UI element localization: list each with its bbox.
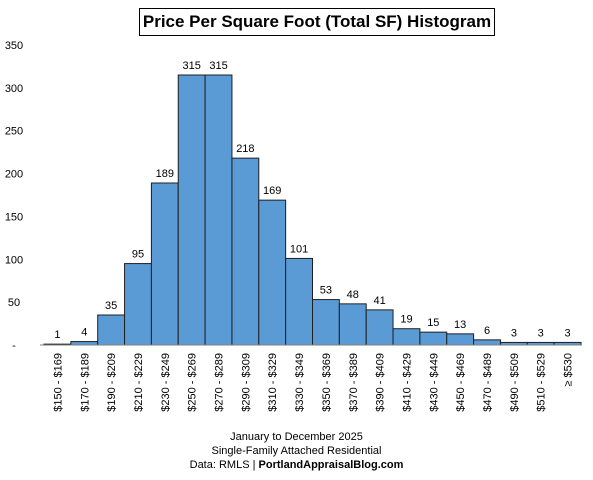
bar [231,157,260,346]
data-label: 315 [209,60,227,72]
x-tick-label: $310 - $329 [267,353,279,412]
x-tick-label: $350 - $369 [321,353,333,412]
bar [365,309,394,346]
bar [150,182,179,346]
bar [312,299,340,346]
footer-source: Data: RMLS | PortlandAppraisalBlog.com [0,458,593,472]
data-label: 41 [374,295,386,307]
x-tick-label: $470 - $489 [482,353,494,412]
x-tick-label: $250 - $269 [187,353,199,412]
data-label: 3 [538,327,544,339]
x-tick-label: $510 - $529 [536,353,548,412]
data-label: 95 [132,249,144,261]
bar [204,74,233,346]
x-tick-label: $430 - $449 [428,353,440,412]
bar [70,341,99,346]
bar [177,74,206,346]
data-label: 3 [565,327,571,339]
y-tick-label: 100 [5,254,23,266]
y-tick-label: 150 [5,211,23,223]
y-tick-label: 300 [5,83,23,95]
bar [338,303,367,346]
data-label: 3 [511,327,517,339]
data-label: 48 [347,289,359,301]
data-label: 6 [484,325,490,337]
bar [473,339,501,346]
footer-source-prefix: Data: RMLS | [189,459,259,471]
x-tick-label: $170 - $189 [79,353,91,412]
x-tick-label: $270 - $289 [214,353,226,412]
data-label: 35 [105,300,117,312]
data-label: 169 [263,185,281,197]
x-tick-label: $330 - $349 [294,353,306,412]
y-tick-label: 50 [8,297,20,309]
data-label: 19 [400,314,412,326]
data-label: 1 [54,329,60,341]
y-tick-label: 250 [5,126,23,138]
footer-site-link: PortlandAppraisalBlog.com [258,459,404,471]
bar [392,328,421,346]
bar [419,331,448,346]
bar [97,314,126,346]
y-tick-label: - [12,340,16,352]
x-tick-label: $190 - $209 [106,353,118,412]
footer-date-range: January to December 2025 [230,431,363,443]
bar [124,263,152,346]
bar [285,257,313,346]
bar [258,199,287,346]
x-tick-label: $490 - $509 [509,353,521,412]
histogram-chart: - 50 100 150 200 250 300 350 1 $150 - $169 4 $170 -… [5,40,582,412]
x-tick-label: $370 - $389 [348,353,360,412]
data-label: 218 [236,143,254,155]
y-tick-label: 200 [5,169,23,181]
x-tick-label: ≥ $530 [563,353,575,387]
data-label: 15 [427,317,439,329]
data-label: 315 [182,60,200,72]
x-tick-label: $450 - $469 [455,353,467,412]
data-label: 101 [290,243,308,255]
y-tick-label: 350 [5,40,23,52]
data-label: 4 [81,327,87,339]
x-tick-label: $210 - $229 [133,353,145,412]
x-tick-label: $290 - $309 [240,353,252,412]
chart-title: Price Per Square Foot (Total SF) Histogr… [139,8,495,36]
x-tick-label: $390 - $409 [375,353,387,412]
data-label: 53 [320,285,332,297]
x-tick-label: $410 - $429 [401,353,413,412]
footer-property-type: Single-Family Attached Residential [211,445,382,457]
data-label: 189 [156,168,174,180]
x-tick-label: $150 - $169 [52,353,64,412]
bar [446,333,475,346]
x-tick-label: $230 - $249 [160,353,172,412]
data-label: 13 [454,319,466,331]
